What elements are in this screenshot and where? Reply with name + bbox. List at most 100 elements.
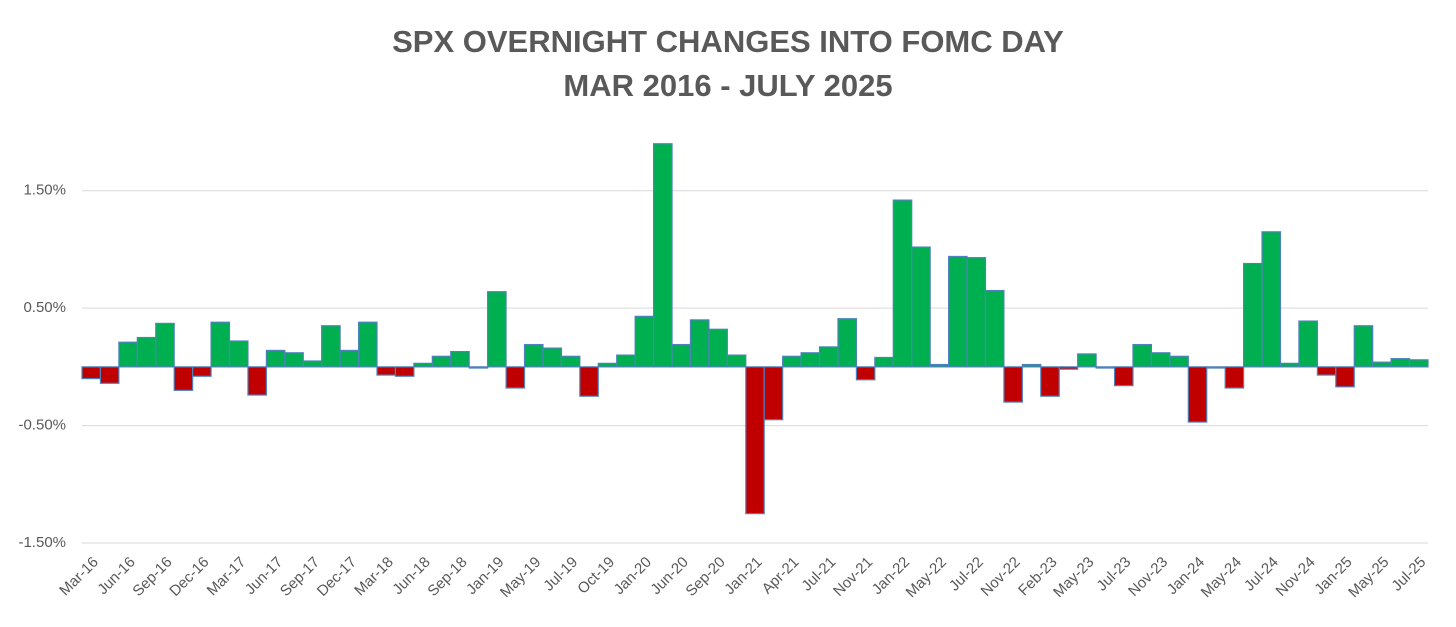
bar bbox=[689, 319, 710, 368]
bar bbox=[505, 366, 526, 389]
bar bbox=[1316, 366, 1337, 376]
x-tick-label: May-24 bbox=[1198, 554, 1245, 601]
bar bbox=[321, 325, 341, 368]
bar bbox=[376, 366, 397, 376]
bar bbox=[652, 143, 673, 368]
bar bbox=[597, 362, 618, 368]
bar bbox=[818, 346, 839, 368]
bar bbox=[911, 246, 931, 368]
bar bbox=[99, 366, 120, 384]
bar bbox=[929, 363, 950, 368]
bar bbox=[1113, 366, 1134, 387]
bar bbox=[671, 343, 692, 368]
x-tick-label: Dec-16 bbox=[166, 554, 212, 600]
bar bbox=[726, 354, 747, 368]
x-tick-label: Apr-21 bbox=[759, 554, 803, 598]
bar bbox=[1243, 262, 1263, 368]
bar bbox=[1040, 366, 1060, 397]
bar bbox=[265, 349, 286, 368]
bar bbox=[1132, 343, 1153, 368]
x-tick-label: Nov-24 bbox=[1273, 554, 1319, 600]
bar bbox=[394, 366, 415, 377]
bar bbox=[1150, 352, 1171, 368]
bar bbox=[782, 355, 802, 368]
bar bbox=[634, 315, 655, 368]
bar bbox=[192, 366, 212, 377]
bar bbox=[1224, 366, 1245, 389]
bar bbox=[855, 366, 876, 381]
bar bbox=[302, 360, 323, 368]
bar bbox=[413, 362, 433, 368]
bar bbox=[1077, 353, 1097, 368]
x-tick-label: Nov-23 bbox=[1125, 554, 1171, 600]
bar bbox=[1353, 325, 1374, 368]
x-tick-label: Nov-21 bbox=[830, 554, 876, 600]
x-tick-label: Oct-19 bbox=[574, 554, 618, 598]
bar bbox=[579, 366, 599, 397]
bar bbox=[616, 354, 636, 368]
x-tick-label: Mar-18 bbox=[351, 554, 397, 600]
x-tick-label: Jan-21 bbox=[721, 554, 765, 598]
chart-subtitle: MAR 2016 - JULY 2025 bbox=[563, 68, 892, 103]
x-tick-label: May-23 bbox=[1050, 554, 1097, 601]
bar bbox=[708, 328, 728, 368]
bar bbox=[431, 355, 452, 368]
bar bbox=[357, 321, 378, 368]
bar bbox=[1261, 231, 1282, 368]
bar bbox=[1298, 320, 1318, 368]
bar bbox=[800, 352, 821, 368]
bar bbox=[284, 352, 304, 368]
bar bbox=[173, 366, 194, 391]
bar bbox=[1003, 366, 1023, 403]
bar bbox=[1187, 366, 1208, 423]
bar bbox=[210, 321, 231, 368]
bar bbox=[1021, 363, 1042, 368]
x-tick-label: May-22 bbox=[903, 554, 950, 601]
x-tick-label: Jul-25 bbox=[1389, 554, 1430, 595]
bar bbox=[948, 255, 968, 368]
x-tick-label: Sep-18 bbox=[424, 554, 470, 600]
x-tick-label: May-25 bbox=[1345, 554, 1392, 601]
bar bbox=[450, 350, 470, 368]
x-tick-label: Dec-17 bbox=[314, 554, 360, 600]
bar bbox=[228, 340, 249, 368]
bar bbox=[1372, 361, 1392, 368]
x-tick-label: Sep-16 bbox=[129, 554, 175, 600]
bar bbox=[523, 343, 544, 368]
y-tick-label: -0.50% bbox=[18, 417, 66, 434]
bar bbox=[763, 366, 784, 421]
x-tick-label: Mar-16 bbox=[56, 554, 102, 600]
chart-title: SPX OVERNIGHT CHANGES INTO FOMC DAY bbox=[392, 24, 1064, 59]
bar bbox=[1095, 366, 1116, 369]
y-tick-label: 0.50% bbox=[23, 299, 66, 316]
bar bbox=[1169, 355, 1189, 368]
bar bbox=[155, 322, 175, 368]
bar bbox=[1390, 358, 1411, 368]
bar bbox=[247, 366, 267, 396]
bar bbox=[874, 356, 894, 368]
bar bbox=[892, 199, 913, 368]
y-tick-label: -1.50% bbox=[18, 534, 66, 551]
bar bbox=[966, 257, 987, 368]
bar bbox=[81, 366, 102, 380]
bar bbox=[1058, 366, 1079, 370]
x-tick-label: Mar-17 bbox=[204, 554, 250, 600]
bar bbox=[118, 341, 138, 368]
bar bbox=[1279, 362, 1300, 368]
x-tick-label: Nov-22 bbox=[978, 554, 1024, 600]
bar bbox=[542, 347, 562, 368]
bar bbox=[984, 289, 1005, 368]
bar bbox=[487, 291, 507, 368]
bar bbox=[837, 318, 858, 368]
bar bbox=[339, 349, 360, 368]
bar bbox=[136, 336, 157, 368]
bar bbox=[560, 355, 581, 368]
bar bbox=[468, 366, 489, 369]
x-tick-label: May-19 bbox=[497, 554, 544, 601]
bar bbox=[1206, 366, 1226, 369]
x-tick-label: Sep-20 bbox=[683, 554, 729, 600]
y-tick-label: 1.50% bbox=[23, 182, 66, 199]
x-tick-label: Jan-20 bbox=[611, 554, 655, 598]
bar bbox=[1335, 366, 1355, 388]
